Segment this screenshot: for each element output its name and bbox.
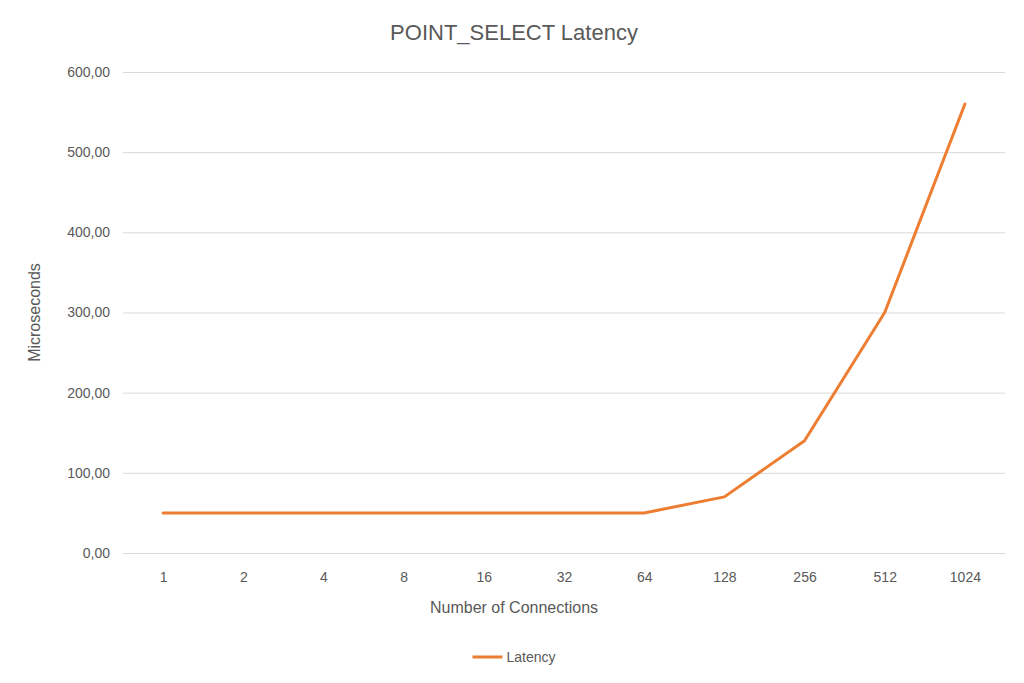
x-tick: 4: [320, 553, 328, 585]
y-tick-label: 200,00: [67, 385, 110, 401]
x-tick: 2: [240, 553, 248, 585]
y-tick-label: 500,00: [67, 144, 110, 160]
x-tick-label: 8: [400, 569, 408, 585]
grid-line: [123, 473, 1005, 474]
x-tick-label: 32: [557, 569, 573, 585]
x-axis-line: [124, 553, 1006, 554]
x-tick: 512: [874, 553, 898, 585]
x-tick-label: 64: [637, 569, 653, 585]
legend-label: Latency: [506, 649, 555, 665]
legend-swatch: [472, 656, 502, 659]
plot-area: 0,00 100,00 200,00 300,00 400,00 500,00 600,00…: [67, 64, 1005, 585]
series-group: [163, 104, 965, 513]
grid-line: [123, 72, 1005, 73]
x-tick: 32: [557, 553, 573, 585]
y-tick: 100,00: [67, 465, 1005, 481]
grid-line: [123, 152, 1005, 153]
x-tick: 8: [400, 553, 408, 585]
chart: 0,00 100,00 200,00 300,00 400,00 500,00 600,00…: [0, 0, 1024, 683]
x-tick-label: 2: [240, 569, 248, 585]
y-tick: 300,00: [67, 304, 1005, 320]
legend: Latency: [472, 649, 555, 665]
y-axis: 0,00 100,00 200,00 300,00 400,00 500,00 600,00: [67, 64, 1005, 561]
x-tick: 128: [713, 553, 737, 585]
background: [0, 0, 1024, 683]
grid-line: [123, 553, 1005, 554]
series-line: [163, 104, 965, 513]
grid-line: [123, 393, 1005, 394]
x-tick: 1: [160, 553, 168, 585]
y-tick-label: 0,00: [83, 545, 110, 561]
legend-item: Latency: [472, 649, 555, 665]
chart-title: POINT_SELECT Latency: [390, 20, 638, 45]
grid-line: [123, 232, 1005, 233]
x-tick-label: 1024: [950, 569, 981, 585]
x-tick-label: 1: [160, 569, 168, 585]
x-tick: 64: [637, 553, 653, 585]
x-tick: 1024: [950, 553, 981, 585]
y-tick: 200,00: [67, 385, 1005, 401]
y-tick: 0,00: [83, 545, 1005, 561]
x-tick-label: 512: [874, 569, 898, 585]
x-tick-label: 256: [793, 569, 817, 585]
y-tick: 500,00: [67, 144, 1005, 160]
x-tick-label: 4: [320, 569, 328, 585]
y-tick-label: 600,00: [67, 64, 110, 80]
y-tick: 600,00: [67, 64, 1005, 80]
x-tick-label: 16: [477, 569, 493, 585]
grid-line: [123, 313, 1005, 314]
y-tick-label: 300,00: [67, 304, 110, 320]
y-tick: 400,00: [67, 224, 1005, 240]
x-tick: 16: [477, 553, 493, 585]
y-tick-label: 100,00: [67, 465, 110, 481]
y-axis-title: Microseconds: [26, 263, 43, 362]
x-tick-label: 128: [713, 569, 737, 585]
x-axis: 1 2 4 8 16 32 64 128 256 512 1024: [124, 553, 1006, 585]
x-axis-title: Number of Connections: [430, 599, 598, 616]
x-tick: 256: [793, 553, 817, 585]
y-tick-label: 400,00: [67, 224, 110, 240]
